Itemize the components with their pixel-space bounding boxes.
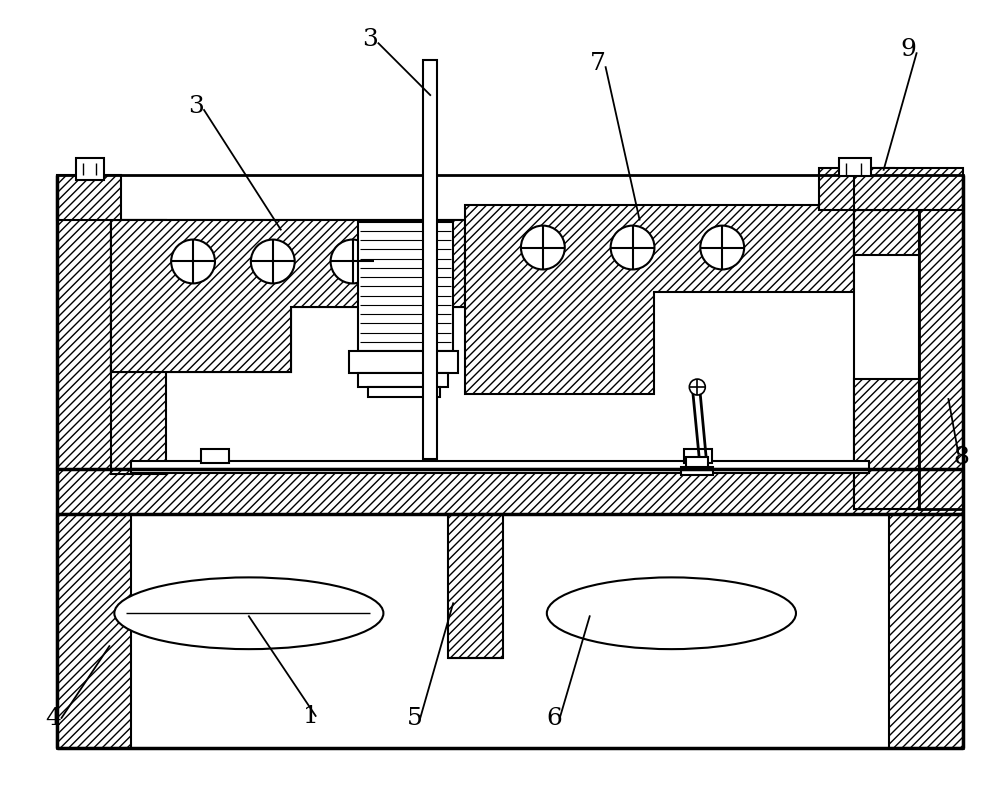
Polygon shape [111,221,465,373]
Bar [131,461,869,473]
Bar [111,221,465,308]
Circle shape [171,241,215,284]
Bar [349,352,458,374]
Text: 4: 4 [46,707,61,730]
Bar [76,159,104,180]
Bar [684,449,712,464]
Text: 1: 1 [303,704,319,727]
Bar [448,514,503,658]
Bar [358,374,448,387]
Bar [686,457,708,469]
Circle shape [251,241,295,284]
Circle shape [700,226,744,270]
Bar [111,308,291,373]
Text: 5: 5 [407,707,423,730]
Bar [819,168,894,210]
Bar [201,449,229,464]
Ellipse shape [547,577,796,650]
Polygon shape [465,205,854,395]
Bar [368,387,440,398]
Bar [57,514,963,747]
Bar [57,176,111,469]
Bar [919,176,963,509]
Text: 7: 7 [590,51,606,75]
Circle shape [331,241,374,284]
Bar [889,514,963,747]
Bar [854,210,919,509]
Bar [57,514,131,747]
Bar [358,222,453,352]
Bar [854,379,919,509]
Circle shape [689,379,705,395]
Text: 8: 8 [953,446,969,468]
Bar [111,221,166,474]
Bar [854,210,919,255]
Text: 3: 3 [188,95,204,117]
Text: 6: 6 [547,707,563,730]
Circle shape [521,226,565,270]
Bar [681,468,713,475]
Ellipse shape [114,577,383,650]
Text: 9: 9 [901,38,917,61]
Bar [57,176,121,221]
Circle shape [611,226,654,270]
Bar [854,168,963,210]
Text: 3: 3 [363,28,378,51]
Bar [57,469,963,514]
Bar [839,159,871,176]
Bar [423,61,437,460]
